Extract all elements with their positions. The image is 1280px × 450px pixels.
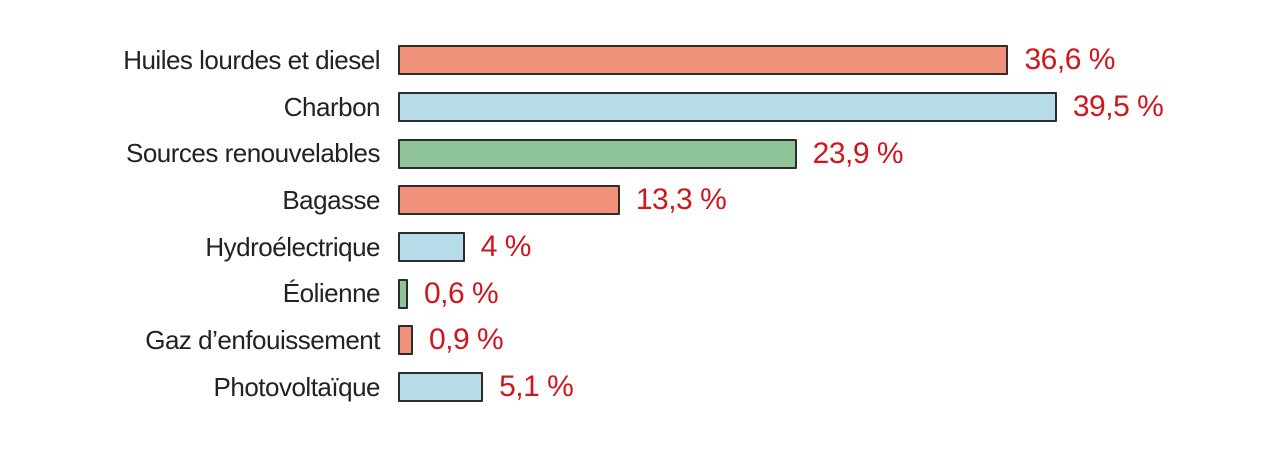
value-label: 0,9 % [429,323,504,357]
bar-area: 13,3 % [398,183,1280,217]
value-label: 36,6 % [1024,43,1115,77]
category-label: Hydroélectrique [205,231,380,262]
value-label: 23,9 % [812,136,904,170]
value-label: 39,5 % [1072,90,1164,124]
chart-row: Gaz d’enfouissement 0,9 % [0,317,1280,364]
chart-row: Huiles lourdes et diesel 36,6 % [0,37,1280,84]
category-label: Bagasse [282,184,380,215]
value-label: 4 % [480,230,532,264]
category-label: Gaz d’enfouissement [145,324,380,355]
bar [398,278,408,309]
bar-area: 4 % [398,230,1280,264]
chart-row: Sources renouvelables 23,9 % [0,130,1280,177]
category-label: Charbon [283,91,381,122]
bar [398,372,484,403]
category-label: Huiles lourdes et diesel [123,44,380,75]
bar [398,325,413,356]
chart-row: Éolienne 0,6 % [0,270,1280,317]
category-label: Sources renouvelables [126,138,381,169]
bar [398,92,1057,123]
bar [398,45,1009,76]
bar-area: 0,6 % [398,277,1280,311]
chart-row: Bagasse 13,3 % [0,177,1280,224]
bar-area: 39,5 % [398,90,1280,124]
value-label: 13,3 % [635,183,727,217]
bar-area: 36,6 % [398,43,1280,77]
category-label: Éolienne [282,278,381,309]
bar [398,185,620,216]
bar [398,138,797,169]
chart-row: Charbon 39,5 % [0,84,1280,131]
bar-area: 23,9 % [398,137,1280,171]
bar-chart: Huiles lourdes et diesel 36,6 % Charbon … [0,37,1280,411]
bar-area: 5,1 % [398,370,1280,404]
value-label: 0,6 % [424,276,499,310]
value-label: 5,1 % [499,370,574,404]
bar [398,232,465,263]
category-label: Photovoltaïque [213,371,381,402]
bar-area: 0,9 % [398,323,1280,357]
chart-row: Hydroélectrique 4 % [0,224,1280,271]
chart-row: Photovoltaïque 5,1 % [0,364,1280,411]
